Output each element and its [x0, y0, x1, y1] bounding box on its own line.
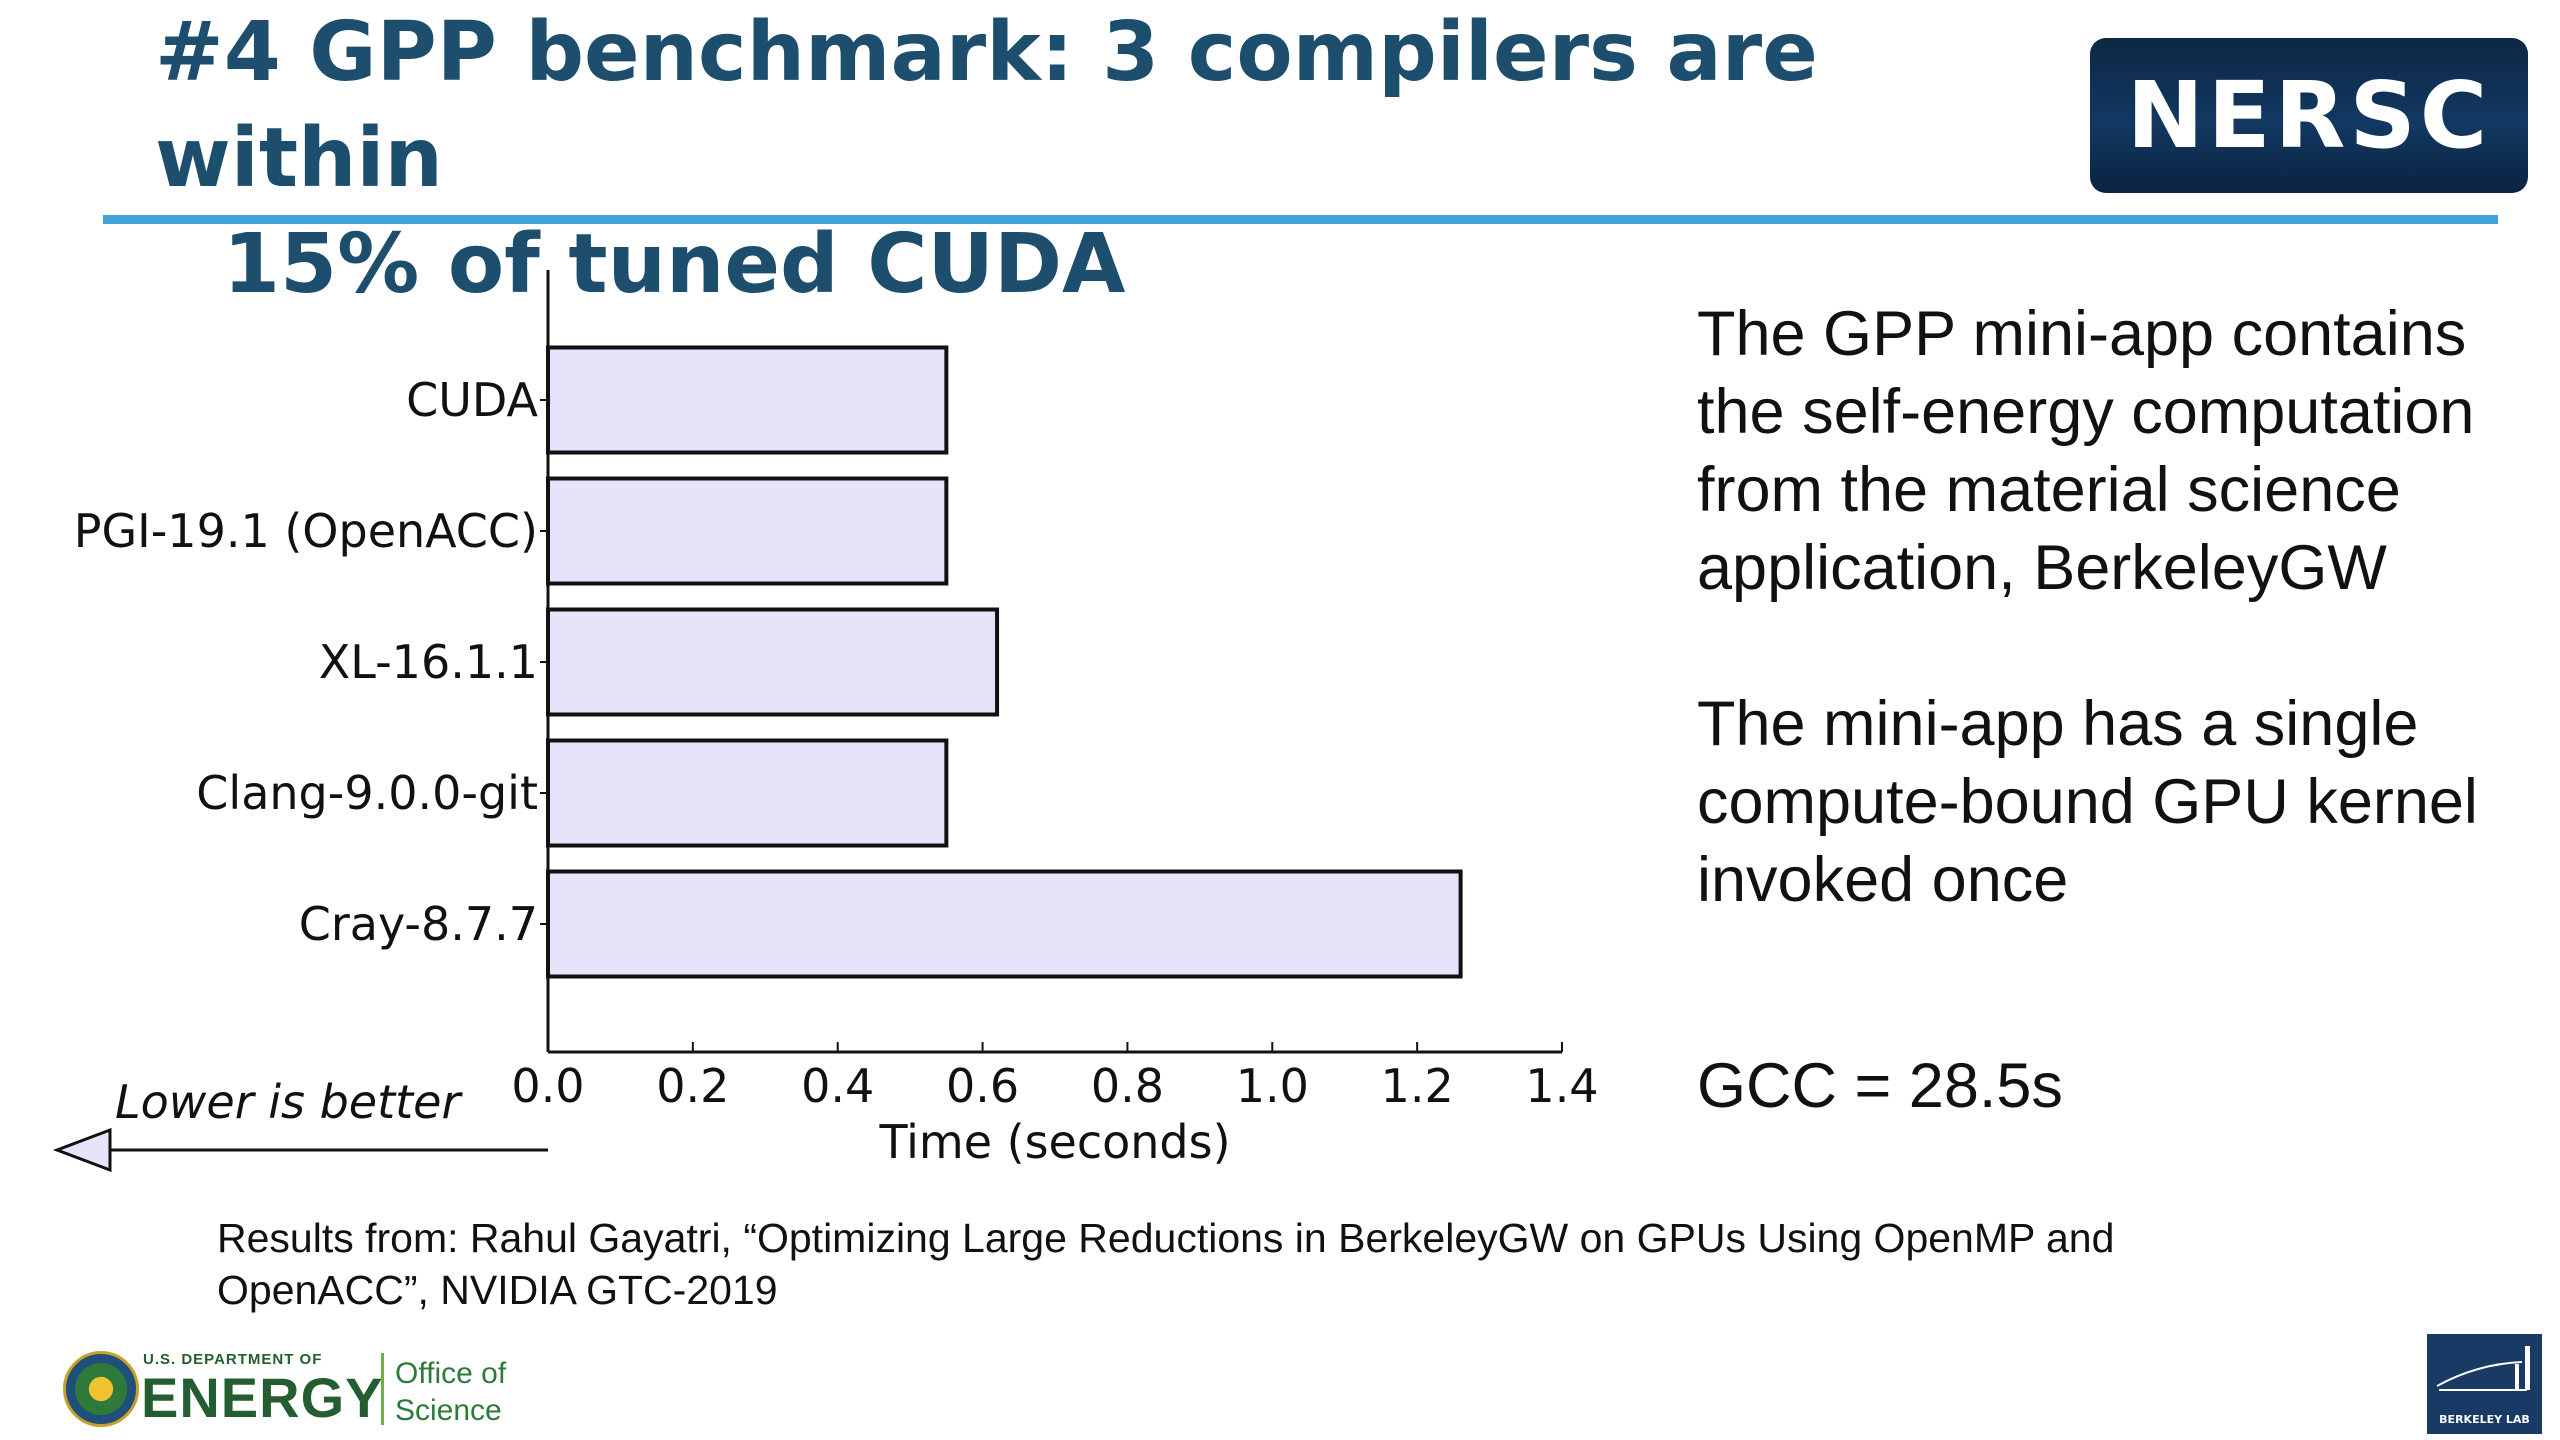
bar-2	[546, 607, 1000, 717]
category-label: XL-16.1.1	[319, 635, 538, 689]
berkeley-lab-text: BERKELEY LAB	[2439, 1413, 2530, 1426]
left-arrow-icon	[52, 1127, 112, 1173]
citation: Results from: Rahul Gayatri, “Optimizing…	[217, 1215, 2115, 1313]
nersc-logo: NERSC	[2090, 38, 2528, 193]
title-line-2: 15% of tuned CUDA	[223, 217, 1126, 312]
doe-seal-icon	[63, 1351, 139, 1427]
lower-is-better-annotation: Lower is better	[115, 1075, 463, 1129]
x-tick-label: 0.4	[801, 1059, 874, 1113]
nersc-logo-text: NERSC	[2126, 62, 2492, 169]
x-axis-label: Time (seconds)	[878, 1115, 1230, 1169]
side-paragraph-1: The GPP mini-app contains the self-energ…	[1697, 299, 2475, 603]
doe-department-text: U.S. DEPARTMENT OF	[143, 1351, 323, 1368]
side-paragraph-2: The mini-app has a single compute-bound …	[1697, 689, 2478, 915]
gcc-time: GCC = 28.5s	[1697, 1051, 2063, 1121]
x-tick-labels: 0.0 0.2 0.4 0.6 0.8 1.0 1.2 1.4	[511, 1042, 1599, 1113]
category-label: Clang-9.0.0-git	[196, 766, 538, 820]
category-label: CUDA	[406, 373, 538, 427]
x-tick-label: 0.2	[656, 1059, 729, 1113]
category-label: PGI-19.1 (OpenACC)	[74, 504, 538, 558]
title-divider	[103, 215, 2498, 224]
doe-energy-text: ENERGY	[141, 1366, 384, 1429]
x-tick-label: 0.6	[946, 1059, 1019, 1113]
bar-1	[546, 476, 949, 586]
office-line-2: Science	[395, 1394, 502, 1427]
slide-title: #4 GPP benchmark: 3 compilers are within…	[155, 0, 2055, 318]
x-tick-label: 1.0	[1236, 1059, 1309, 1113]
berkeley-lab-building-icon	[2436, 1346, 2530, 1391]
title-line-1: #4 GPP benchmark: 3 compilers are within	[155, 5, 1818, 206]
x-tick-label: 0.8	[1091, 1059, 1164, 1113]
doe-office-of-science-logo: U.S. DEPARTMENT OF ENERGY Office of Scie…	[55, 1345, 525, 1435]
x-tick-label: 0.0	[511, 1059, 584, 1113]
chart-bars	[546, 345, 1463, 979]
bar-chart: CUDA PGI-19.1 (OpenACC) XL-16.1.1 Clang-9.0…	[52, 270, 1599, 1173]
category-labels: CUDA PGI-19.1 (OpenACC) XL-16.1.1 Clang-9.0…	[74, 373, 548, 951]
category-label: Cray-8.7.7	[299, 897, 538, 951]
bar-3	[546, 738, 949, 848]
bar-4	[546, 869, 1463, 979]
office-line-1: Office of	[395, 1357, 507, 1390]
side-text: The GPP mini-app contains the self-energ…	[1697, 295, 2517, 1121]
berkeley-lab-logo: BERKELEY LAB	[2427, 1334, 2542, 1434]
bar-0	[546, 345, 949, 455]
x-tick-label: 1.4	[1525, 1059, 1598, 1113]
x-tick-label: 1.2	[1381, 1059, 1454, 1113]
doe-logo-divider	[381, 1353, 384, 1425]
office-of-science-text: Office of Science	[395, 1355, 506, 1429]
